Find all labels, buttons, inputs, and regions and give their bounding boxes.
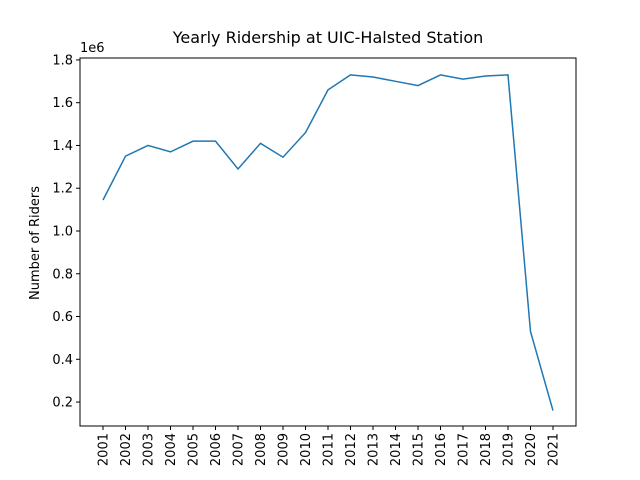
y-tick-label: 0.6 [52,310,73,325]
x-tick-label: 2020 [524,433,539,466]
x-tick-label: 2021 [546,433,561,466]
y-tick-label: 1.8 [52,53,73,68]
x-tick-label: 2019 [501,433,516,466]
y-offset-label: 1e6 [80,41,105,56]
x-tick-label: 2018 [479,433,494,466]
x-tick-label: 2016 [434,433,449,466]
x-tick-label: 2006 [209,433,224,466]
x-tick-label: 2001 [97,433,112,466]
x-tick-label: 2011 [322,433,337,466]
y-tick-label: 0.2 [52,396,73,411]
x-tick-label: 2008 [254,433,269,466]
x-tick-label: 2003 [142,433,157,466]
x-tick-label: 2017 [456,433,471,466]
data-line [102,74,554,411]
y-tick-label: 1.2 [52,182,73,197]
x-tick-label: 2007 [232,433,247,466]
x-tick-label: 2015 [411,433,426,466]
x-tick-label: 2005 [187,433,202,466]
y-tick-label: 1.0 [52,224,73,239]
x-tick-label: 2009 [277,433,292,466]
x-tick-label: 2004 [164,433,179,466]
y-tick-label: 0.8 [52,267,73,282]
x-tick-label: 2002 [119,433,134,466]
y-axis-label: Number of Riders [28,186,43,300]
y-tick-label: 1.4 [52,139,73,154]
x-tick-label: 2012 [344,433,359,466]
y-tick-label: 0.4 [52,353,73,368]
x-tick-label: 2014 [389,433,404,466]
y-tick-label: 1.6 [52,96,73,111]
x-tick-label: 2010 [299,433,314,466]
chart-title: Yearly Ridership at UIC-Halsted Station [172,28,484,47]
x-tick-label: 2013 [366,433,381,466]
